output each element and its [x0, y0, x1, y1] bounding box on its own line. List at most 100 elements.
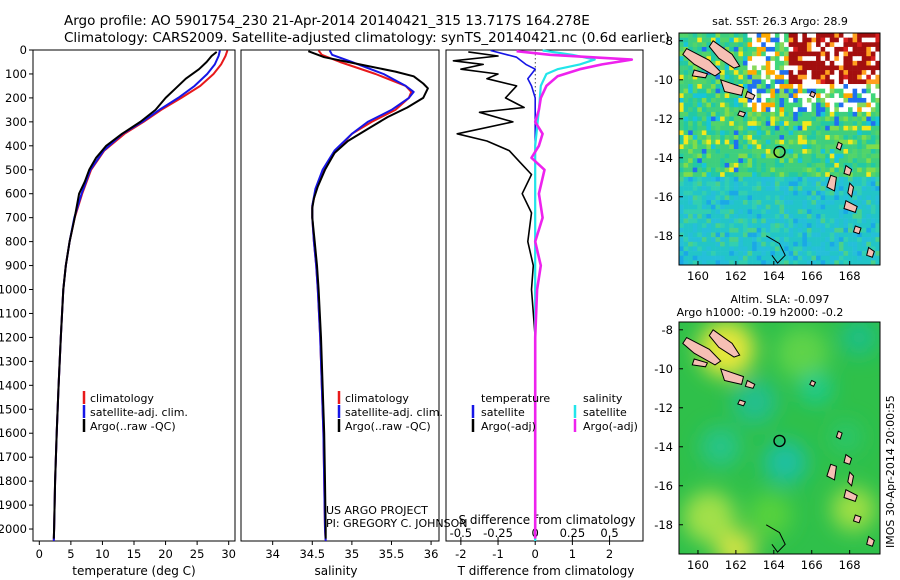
- sst-cell: [733, 121, 739, 127]
- sst-cell: [784, 195, 789, 201]
- sst-cell: [770, 46, 776, 52]
- sst-cell: [820, 97, 826, 103]
- sst-cell: [706, 158, 712, 164]
- sst-cell: [788, 241, 794, 247]
- sst-cell: [843, 246, 849, 252]
- sst-cell: [683, 218, 689, 224]
- sst-cell: [784, 42, 789, 48]
- sst-cell: [829, 190, 835, 196]
- sst-cell: [852, 121, 858, 127]
- sst-cell: [729, 176, 735, 182]
- sst-cell: [697, 200, 703, 205]
- sst-cell: [870, 56, 876, 62]
- sst-cell: [720, 130, 725, 136]
- sst-cell: [866, 195, 872, 201]
- sst-cell: [752, 209, 757, 215]
- x-tick-label: -2: [455, 547, 466, 561]
- sst-cell: [866, 93, 872, 99]
- sst-cell: [838, 56, 844, 62]
- sst-cell: [774, 121, 780, 127]
- sst-cell: [788, 227, 794, 233]
- sst-cell: [829, 153, 835, 159]
- sst-cell: [710, 227, 716, 233]
- sst-cell: [857, 74, 863, 80]
- sst-cell: [742, 241, 748, 247]
- x-tick-label: 2: [606, 547, 613, 561]
- sst-cell: [779, 204, 785, 210]
- sst-cell: [852, 149, 858, 154]
- x-tick-label: 30: [221, 547, 236, 561]
- sst-cell: [715, 167, 721, 173]
- sst-cell: [765, 135, 771, 141]
- sst-cell: [779, 190, 785, 196]
- sst-cell: [742, 102, 748, 108]
- sst-cell: [774, 60, 780, 66]
- sst-cell: [852, 33, 858, 38]
- sst-cell: [779, 167, 785, 173]
- sst-cell: [752, 37, 757, 43]
- sst-cell: [788, 135, 794, 141]
- x-tick-label: 0: [532, 547, 539, 561]
- sst-cell: [747, 255, 753, 261]
- sst-cell: [761, 135, 767, 141]
- sst-cell: [679, 232, 684, 238]
- sst-cell: [816, 227, 821, 233]
- sst-cell: [738, 213, 744, 219]
- sst-cell: [733, 79, 739, 85]
- series-line-satellite-adj-clim: [311, 50, 415, 542]
- sst-cell: [747, 125, 753, 131]
- sst-cell: [866, 158, 872, 164]
- sst-cell: [706, 241, 712, 247]
- sst-cell: [761, 232, 767, 238]
- sst-cell: [797, 218, 803, 224]
- sst-cell: [733, 237, 739, 243]
- sst-cell: [852, 158, 858, 164]
- sla-anomaly-patch: [829, 421, 862, 453]
- sst-cell: [802, 125, 808, 131]
- sst-cell: [811, 162, 817, 168]
- sst-cell: [688, 181, 694, 187]
- sst-cell: [770, 93, 776, 99]
- sst-cell: [724, 37, 730, 43]
- sst-cell: [756, 46, 762, 52]
- sst-cell: [825, 135, 831, 141]
- sst-cell: [843, 121, 849, 127]
- sst-cell: [838, 33, 844, 38]
- lon-tick-label: 166: [801, 558, 823, 572]
- sst-cell: [806, 209, 812, 215]
- sst-cell: [683, 153, 689, 159]
- sst-cell: [797, 223, 803, 229]
- sst-cell: [811, 97, 817, 103]
- x-tick-label: 36: [424, 547, 439, 561]
- sst-cell: [729, 144, 735, 150]
- island-shape: [691, 69, 709, 79]
- legend-label-satellite: satellite-adj. clim.: [345, 406, 443, 419]
- sst-cell: [861, 65, 867, 71]
- sst-cell: [747, 153, 753, 159]
- sst-cell: [793, 37, 799, 43]
- sst-cell: [679, 195, 684, 201]
- sst-cell: [761, 246, 767, 252]
- sst-cell: [738, 232, 744, 238]
- sst-cell: [688, 251, 694, 257]
- sst-cell: [779, 227, 785, 233]
- sst-cell: [870, 121, 876, 127]
- sst-cell: [802, 42, 808, 48]
- sst-cell: [861, 130, 867, 136]
- sst-cell: [770, 51, 776, 57]
- sst-cell: [834, 130, 840, 136]
- sst-cell: [774, 46, 780, 52]
- sst-cell: [802, 209, 808, 215]
- sst-cell: [724, 42, 730, 48]
- sst-cell: [834, 255, 840, 261]
- sst-cell: [697, 42, 703, 48]
- sst-cell: [861, 204, 867, 210]
- sst-cell: [829, 65, 835, 71]
- sst-cell: [724, 204, 730, 210]
- sst-cell: [852, 172, 858, 178]
- sst-cell: [834, 46, 840, 52]
- sst-cell: [870, 102, 876, 108]
- sst-cell: [692, 149, 698, 154]
- sst-cell: [861, 172, 867, 178]
- sst-cell: [770, 65, 776, 71]
